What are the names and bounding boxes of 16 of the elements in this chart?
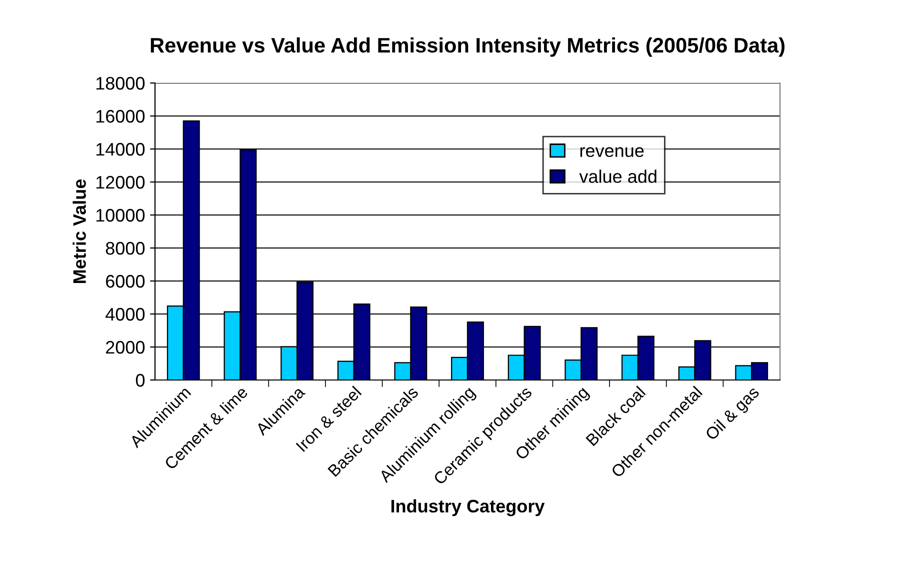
y-tick-label: 10000 [96, 208, 145, 222]
y-tick-label: 4000 [106, 308, 145, 321]
legend-label: value add [579, 170, 656, 183]
chart-title: Revenue vs Value Add Emission Intensity Metrics (2005/06 Data) [150, 37, 785, 57]
y-tick-label: 18000 [96, 76, 145, 90]
y-tick-label: 8000 [106, 242, 145, 255]
y-tick-label: 16000 [96, 110, 145, 123]
y-tick-label: 14000 [96, 142, 145, 156]
x-tick-label: Oil & gas [704, 385, 762, 444]
y-tick-label: 12000 [96, 176, 145, 189]
legend-label: revenue [580, 147, 644, 158]
y-tick-label: 6000 [106, 274, 145, 288]
x-axis-title: Industry Category [391, 499, 545, 516]
y-tick-label: 2000 [106, 340, 145, 354]
y-tick-label: 0 [136, 374, 145, 387]
y-axis-title: Metric Value [72, 179, 86, 283]
